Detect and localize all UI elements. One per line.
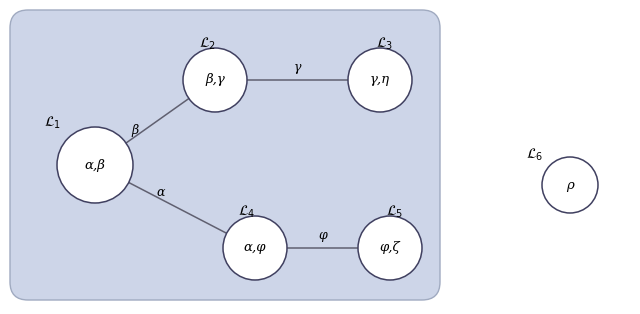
FancyBboxPatch shape xyxy=(10,10,440,300)
Text: $\mathcal{L}_3$: $\mathcal{L}_3$ xyxy=(376,36,394,52)
Text: φ,ζ: φ,ζ xyxy=(380,241,400,255)
Text: φ: φ xyxy=(318,230,327,242)
Circle shape xyxy=(358,216,422,280)
Circle shape xyxy=(223,216,287,280)
Text: $\mathcal{L}_6$: $\mathcal{L}_6$ xyxy=(526,147,543,163)
Text: $\mathcal{L}_1$: $\mathcal{L}_1$ xyxy=(45,115,61,131)
Text: γ: γ xyxy=(294,62,301,74)
Text: γ,η: γ,η xyxy=(370,73,390,86)
Text: $\mathcal{L}_4$: $\mathcal{L}_4$ xyxy=(238,204,255,220)
Circle shape xyxy=(542,157,598,213)
Text: ρ: ρ xyxy=(566,178,574,192)
Text: β,γ: β,γ xyxy=(205,73,225,86)
Text: $\mathcal{L}_2$: $\mathcal{L}_2$ xyxy=(198,36,216,52)
Text: α,β: α,β xyxy=(84,159,106,171)
Text: α: α xyxy=(157,186,165,199)
Circle shape xyxy=(183,48,247,112)
Text: α,φ: α,φ xyxy=(244,241,266,255)
Circle shape xyxy=(57,127,133,203)
Text: β: β xyxy=(131,124,139,137)
Text: $\mathcal{L}_5$: $\mathcal{L}_5$ xyxy=(387,204,404,220)
Circle shape xyxy=(348,48,412,112)
